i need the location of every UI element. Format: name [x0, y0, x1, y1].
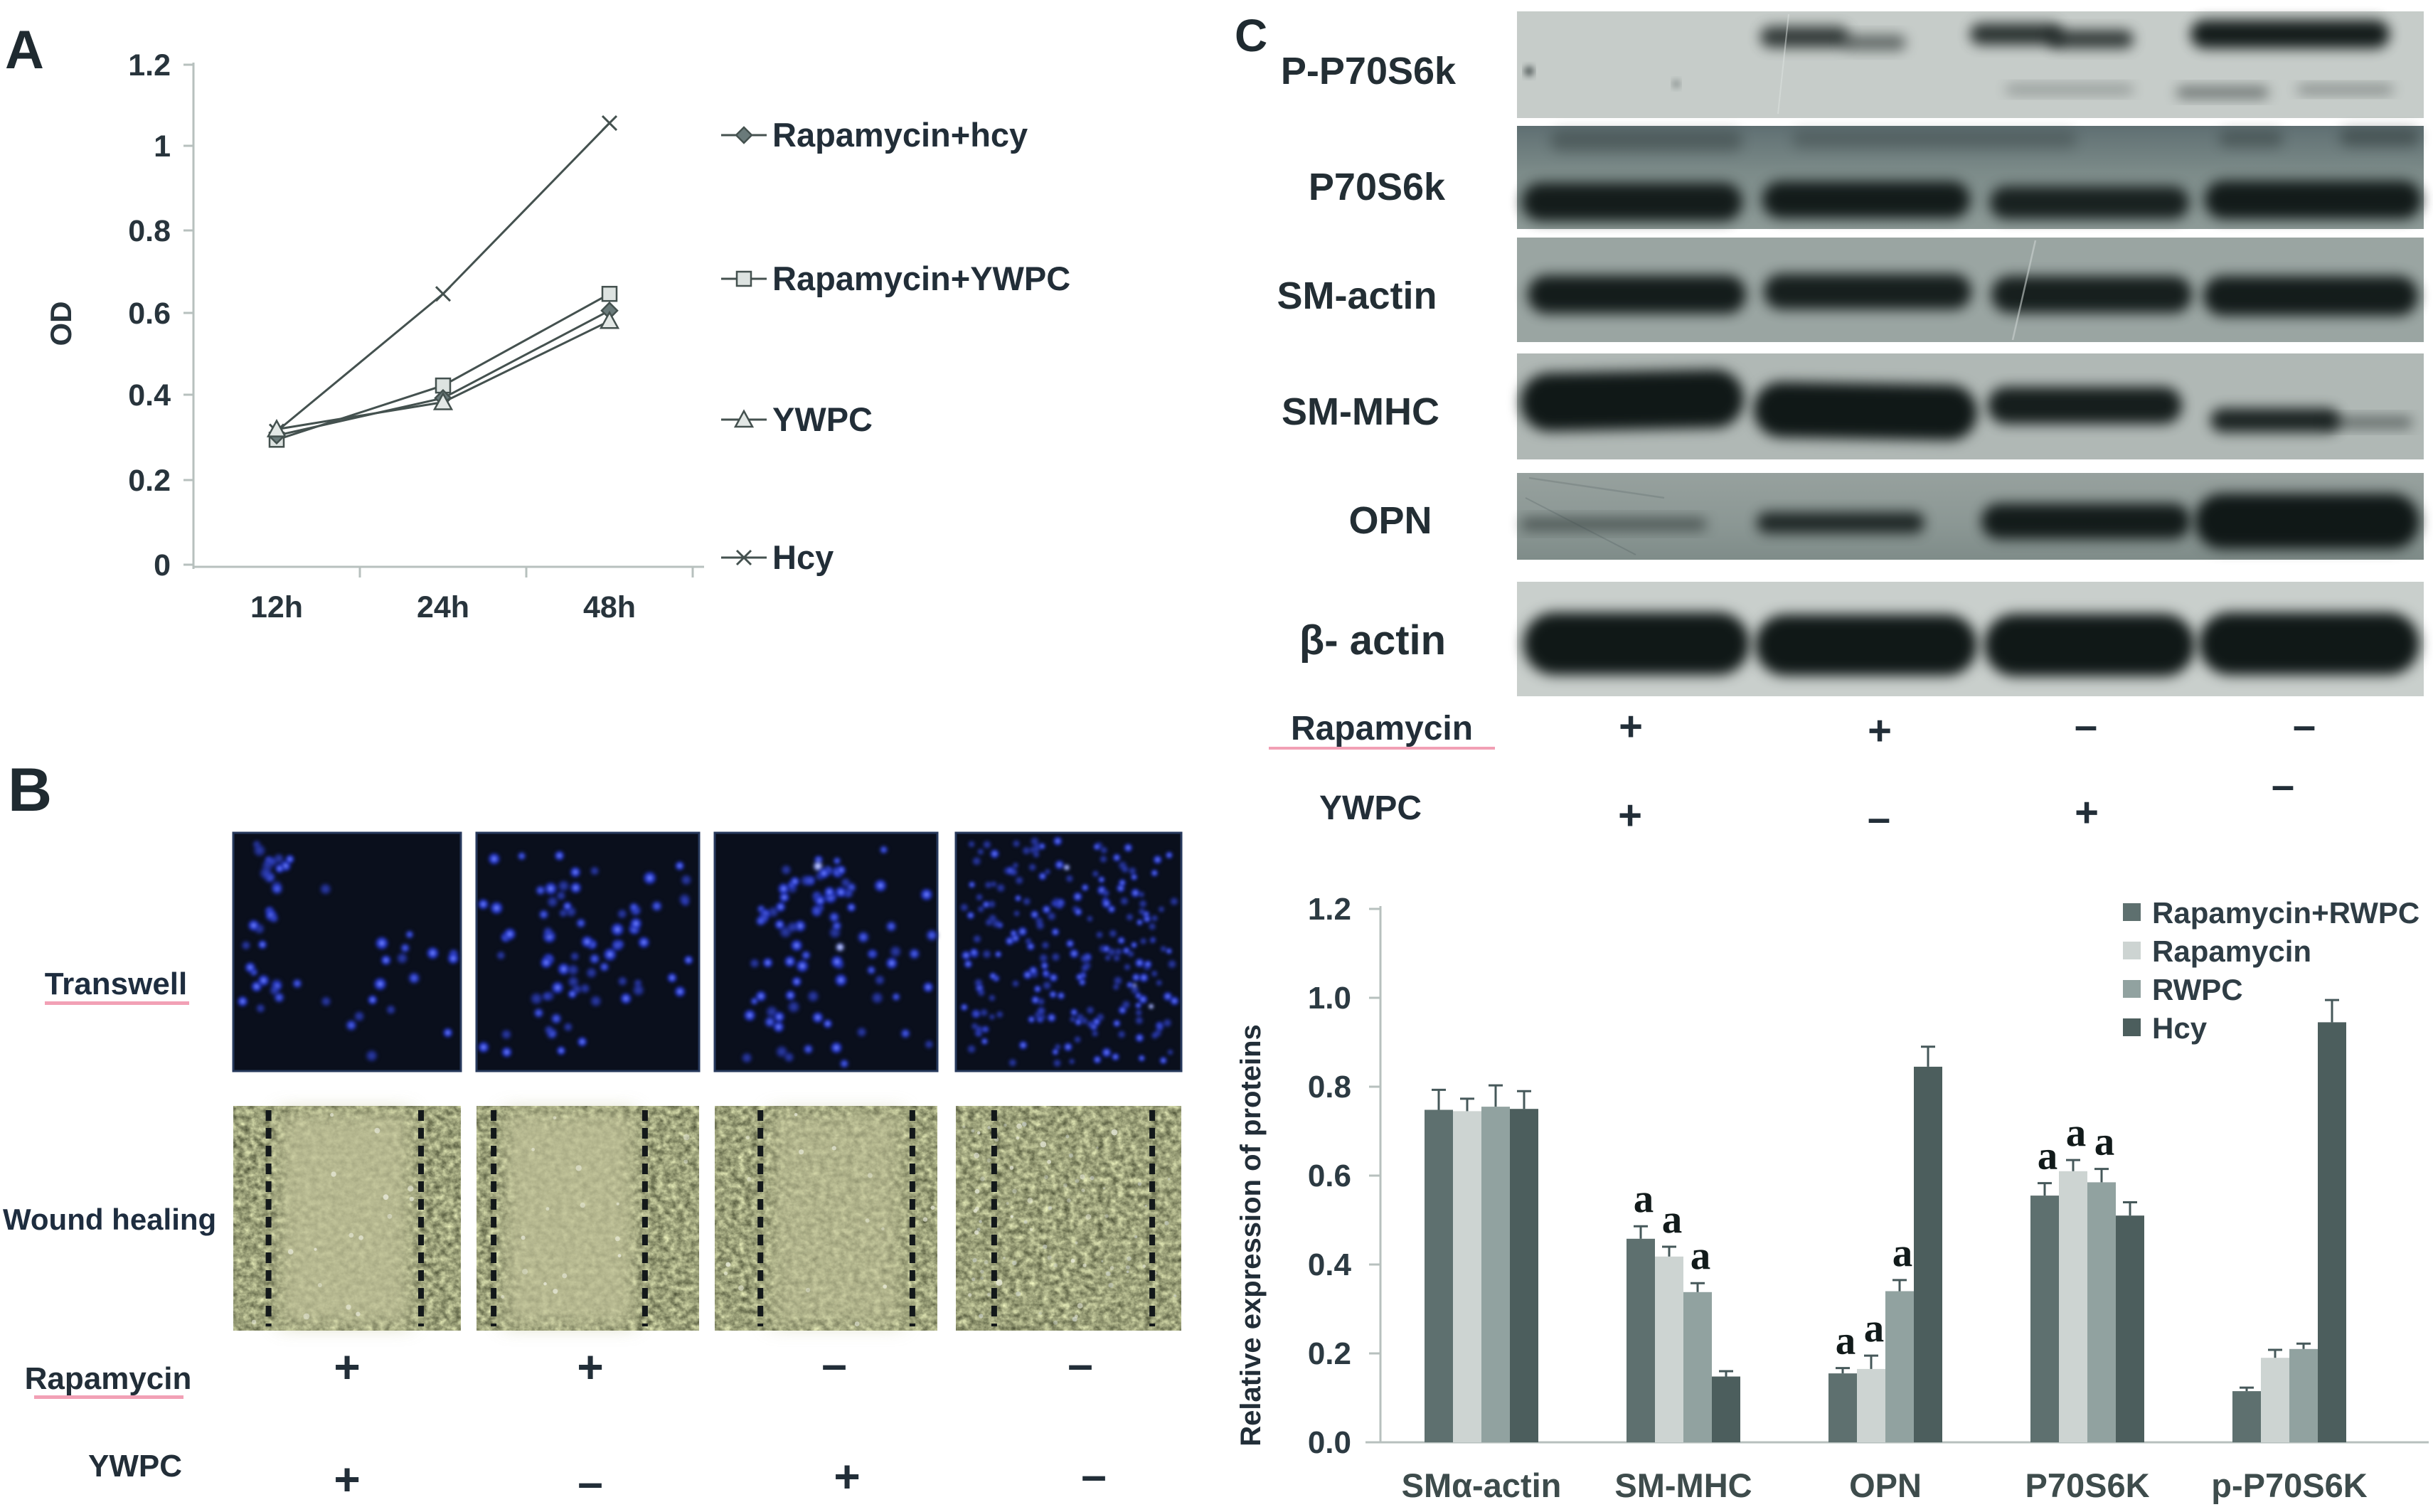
svg-text:Hcy: Hcy — [772, 538, 834, 576]
svg-text:β- actin: β- actin — [1299, 617, 1446, 664]
svg-text:Relative expression of protein: Relative expression of proteins — [1235, 1024, 1267, 1447]
svg-text:P70S6k: P70S6k — [1309, 166, 1446, 208]
svg-text:–: – — [2075, 703, 2097, 749]
svg-text:+: + — [334, 1341, 360, 1393]
svg-text:24h: 24h — [417, 590, 469, 624]
svg-text:YWPC: YWPC — [1319, 789, 1422, 827]
svg-text:a: a — [2094, 1119, 2115, 1164]
svg-text:1.0: 1.0 — [1308, 981, 1351, 1016]
svg-text:–: – — [1068, 1338, 1093, 1390]
svg-text:0.2: 0.2 — [128, 464, 171, 498]
svg-text:Rapamycin: Rapamycin — [1291, 710, 1473, 747]
svg-text:Rapamycin: Rapamycin — [2152, 935, 2311, 968]
svg-text:0.4: 0.4 — [128, 378, 171, 412]
svg-text:0.6: 0.6 — [1308, 1159, 1351, 1193]
svg-text:Transwell: Transwell — [45, 967, 188, 1001]
svg-text:B: B — [8, 756, 52, 824]
svg-text:Wound healing: Wound healing — [3, 1203, 216, 1236]
svg-text:+: + — [577, 1341, 603, 1393]
svg-text:–: – — [2272, 762, 2294, 809]
svg-text:SM-actin: SM-actin — [1277, 275, 1437, 317]
svg-text:P70S6K: P70S6K — [2025, 1466, 2149, 1504]
svg-text:–: – — [821, 1338, 847, 1390]
svg-text:OPN: OPN — [1849, 1466, 1922, 1504]
svg-text:0.0: 0.0 — [1308, 1425, 1351, 1460]
svg-text:+: + — [1619, 703, 1643, 750]
svg-text:a: a — [1892, 1230, 1913, 1275]
svg-text:a: a — [2066, 1110, 2087, 1155]
svg-text:1.2: 1.2 — [128, 48, 171, 82]
svg-text:OPN: OPN — [1348, 499, 1432, 542]
svg-text:a: a — [1691, 1233, 1711, 1278]
svg-text:YWPC: YWPC — [88, 1449, 182, 1484]
svg-text:P-P70S6k: P-P70S6k — [1281, 50, 1457, 92]
svg-text:RWPC: RWPC — [2152, 973, 2243, 1006]
svg-text:Rapamycin+RWPC: Rapamycin+RWPC — [2152, 896, 2419, 930]
svg-text:a: a — [1634, 1176, 1654, 1221]
svg-text:+: + — [1868, 708, 1892, 754]
svg-text:0.6: 0.6 — [128, 297, 171, 331]
svg-text:48h: 48h — [583, 590, 636, 624]
svg-text:OD: OD — [44, 302, 78, 346]
svg-text:Rapamycin+YWPC: Rapamycin+YWPC — [772, 260, 1070, 297]
svg-text:a: a — [1864, 1306, 1885, 1351]
svg-text:+: + — [2075, 789, 2099, 836]
svg-text:+: + — [834, 1451, 860, 1502]
svg-text:12h: 12h — [250, 590, 303, 624]
svg-text:0.8: 0.8 — [128, 214, 171, 248]
svg-text:Rapamycin: Rapamycin — [25, 1361, 192, 1396]
svg-text:a: a — [1662, 1197, 1683, 1242]
svg-text:SM-MHC: SM-MHC — [1282, 390, 1439, 433]
svg-text:–: – — [1868, 795, 1890, 841]
svg-text:SM-MHC: SM-MHC — [1614, 1466, 1752, 1504]
svg-text:Rapamycin+hcy: Rapamycin+hcy — [772, 116, 1028, 154]
svg-text:a: a — [2038, 1134, 2058, 1178]
svg-text:0.2: 0.2 — [1308, 1336, 1351, 1371]
svg-text:–: – — [2293, 703, 2316, 749]
svg-text:–: – — [1081, 1449, 1107, 1501]
svg-text:p-P70S6K: p-P70S6K — [2211, 1466, 2367, 1504]
svg-text:A: A — [5, 20, 44, 80]
svg-text:a: a — [1836, 1319, 1856, 1363]
svg-text:–: – — [577, 1457, 603, 1508]
svg-text:0: 0 — [154, 548, 171, 582]
svg-text:1: 1 — [154, 129, 171, 164]
svg-text:SMα-actin: SMα-actin — [1402, 1466, 1562, 1504]
svg-text:0.8: 0.8 — [1308, 1070, 1351, 1104]
svg-text:C: C — [1235, 10, 1267, 61]
svg-text:+: + — [334, 1454, 360, 1505]
svg-text:+: + — [1618, 792, 1642, 838]
svg-text:Hcy: Hcy — [2152, 1011, 2208, 1045]
svg-text:1.2: 1.2 — [1308, 892, 1351, 927]
svg-text:0.4: 0.4 — [1308, 1247, 1352, 1282]
svg-text:YWPC: YWPC — [772, 400, 873, 438]
